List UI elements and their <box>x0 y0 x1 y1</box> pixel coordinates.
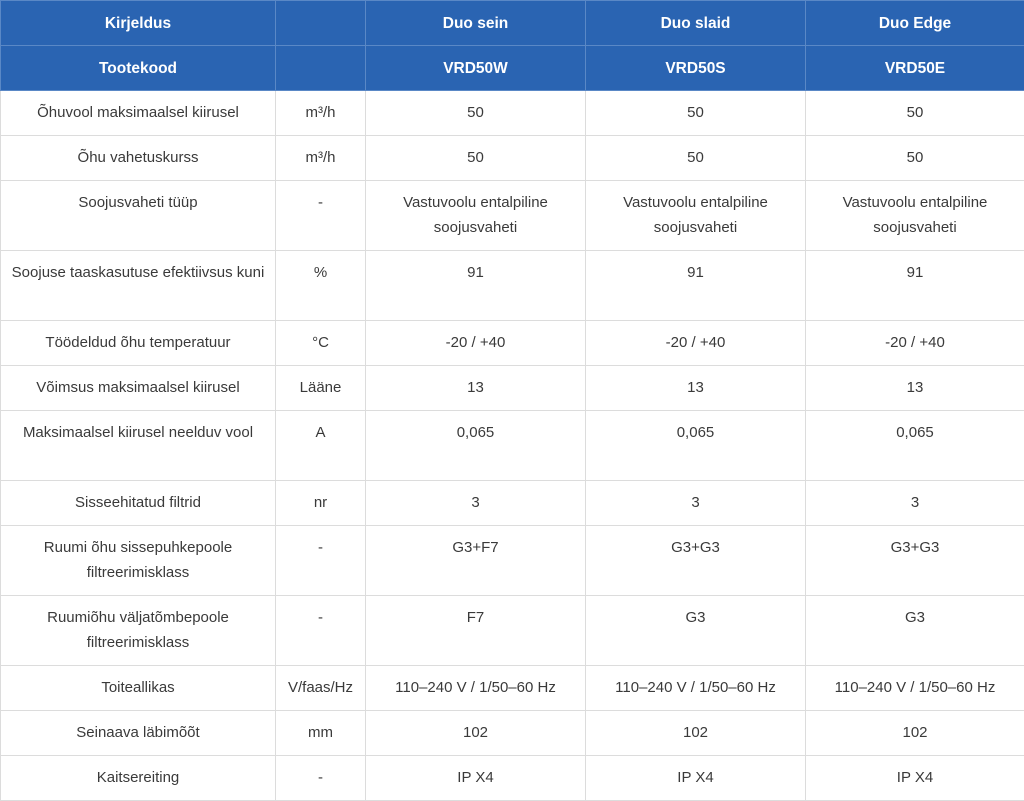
table-row: Soojuse taaskasutuse efektiivsus kuni % … <box>1 251 1024 321</box>
row-value: G3+G3 <box>586 526 806 596</box>
row-unit: - <box>276 596 366 666</box>
row-value: G3+G3 <box>806 526 1024 596</box>
table-row: Õhuvool maksimaalsel kiirusel m³/h 50 50… <box>1 91 1024 136</box>
row-unit: V/faas/Hz <box>276 666 366 711</box>
header-unit-blank <box>276 46 366 91</box>
row-value: IP X4 <box>806 756 1024 801</box>
row-label: Ruumi õhu sissepuhkepoole filtreerimiskl… <box>1 526 276 596</box>
row-value: 3 <box>586 481 806 526</box>
row-unit: - <box>276 526 366 596</box>
row-label: Seinaava läbimõõt <box>1 711 276 756</box>
row-label: Töödeldud õhu temperatuur <box>1 321 276 366</box>
row-value: -20 / +40 <box>806 321 1024 366</box>
table-body: Õhuvool maksimaalsel kiirusel m³/h 50 50… <box>1 91 1024 801</box>
row-label: Maksimaalsel kiirusel neelduv vool <box>1 411 276 481</box>
row-value: 91 <box>586 251 806 321</box>
row-value: 3 <box>806 481 1024 526</box>
row-value: 50 <box>586 136 806 181</box>
header-row: Tootekood VRD50W VRD50S VRD50E <box>1 46 1024 91</box>
row-label: Toiteallikas <box>1 666 276 711</box>
table-row: Soojusvaheti tüüp - Vastuvoolu entalpili… <box>1 181 1024 251</box>
row-unit: - <box>276 181 366 251</box>
header-model-1: Duo sein <box>366 1 586 46</box>
table-row: Töödeldud õhu temperatuur °C -20 / +40 -… <box>1 321 1024 366</box>
row-label: Soojuse taaskasutuse efektiivsus kuni <box>1 251 276 321</box>
table-row: Ruumiõhu väljatõmbepoole filtreerimiskla… <box>1 596 1024 666</box>
row-unit: nr <box>276 481 366 526</box>
row-value: G3+F7 <box>366 526 586 596</box>
header-model-2: Duo slaid <box>586 1 806 46</box>
row-value: 13 <box>586 366 806 411</box>
table-row: Maksimaalsel kiirusel neelduv vool A 0,0… <box>1 411 1024 481</box>
row-unit: - <box>276 756 366 801</box>
row-value: 3 <box>366 481 586 526</box>
row-label: Sisseehitatud filtrid <box>1 481 276 526</box>
row-value: 13 <box>806 366 1024 411</box>
row-value: F7 <box>366 596 586 666</box>
row-label: Õhu vahetuskurss <box>1 136 276 181</box>
row-value: 13 <box>366 366 586 411</box>
row-label: Õhuvool maksimaalsel kiirusel <box>1 91 276 136</box>
table-header: Kirjeldus Duo sein Duo slaid Duo Edge To… <box>1 1 1024 91</box>
row-unit: % <box>276 251 366 321</box>
row-value: 91 <box>806 251 1024 321</box>
row-value: 110–240 V / 1/50–60 Hz <box>586 666 806 711</box>
row-value: 102 <box>806 711 1024 756</box>
row-value: 0,065 <box>806 411 1024 481</box>
row-unit: m³/h <box>276 91 366 136</box>
row-value: Vastuvoolu entalpiline soojusvaheti <box>806 181 1024 251</box>
row-value: 50 <box>806 136 1024 181</box>
product-code-2: VRD50S <box>586 46 806 91</box>
table-row: Õhu vahetuskurss m³/h 50 50 50 <box>1 136 1024 181</box>
table-row: Ruumi õhu sissepuhkepoole filtreerimiskl… <box>1 526 1024 596</box>
row-unit: m³/h <box>276 136 366 181</box>
row-value: 110–240 V / 1/50–60 Hz <box>366 666 586 711</box>
row-value: 102 <box>366 711 586 756</box>
row-value: Vastuvoolu entalpiline soojusvaheti <box>366 181 586 251</box>
header-model-3: Duo Edge <box>806 1 1024 46</box>
row-value: 50 <box>586 91 806 136</box>
row-value: G3 <box>586 596 806 666</box>
row-value: Vastuvoolu entalpiline soojusvaheti <box>586 181 806 251</box>
row-value: 50 <box>366 91 586 136</box>
row-value: G3 <box>806 596 1024 666</box>
table-row: Toiteallikas V/faas/Hz 110–240 V / 1/50–… <box>1 666 1024 711</box>
row-value: IP X4 <box>586 756 806 801</box>
product-code-1: VRD50W <box>366 46 586 91</box>
header-row: Kirjeldus Duo sein Duo slaid Duo Edge <box>1 1 1024 46</box>
product-code-3: VRD50E <box>806 46 1024 91</box>
row-value: 110–240 V / 1/50–60 Hz <box>806 666 1024 711</box>
header-unit <box>276 1 366 46</box>
row-unit: Lääne <box>276 366 366 411</box>
row-value: IP X4 <box>366 756 586 801</box>
table-row: Kaitsereiting - IP X4 IP X4 IP X4 <box>1 756 1024 801</box>
row-unit: A <box>276 411 366 481</box>
header-description: Kirjeldus <box>1 1 276 46</box>
row-value: -20 / +40 <box>586 321 806 366</box>
row-value: 0,065 <box>586 411 806 481</box>
header-product-code-label: Tootekood <box>1 46 276 91</box>
row-unit: °C <box>276 321 366 366</box>
row-label: Võimsus maksimaalsel kiirusel <box>1 366 276 411</box>
table-row: Sisseehitatud filtrid nr 3 3 3 <box>1 481 1024 526</box>
row-unit: mm <box>276 711 366 756</box>
row-value: 0,065 <box>366 411 586 481</box>
row-value: 102 <box>586 711 806 756</box>
row-value: 50 <box>806 91 1024 136</box>
table-row: Võimsus maksimaalsel kiirusel Lääne 13 1… <box>1 366 1024 411</box>
row-label: Ruumiõhu väljatõmbepoole filtreerimiskla… <box>1 596 276 666</box>
row-value: 91 <box>366 251 586 321</box>
row-label: Kaitsereiting <box>1 756 276 801</box>
row-value: -20 / +40 <box>366 321 586 366</box>
row-value: 50 <box>366 136 586 181</box>
row-label: Soojusvaheti tüüp <box>1 181 276 251</box>
table-row: Seinaava läbimõõt mm 102 102 102 <box>1 711 1024 756</box>
